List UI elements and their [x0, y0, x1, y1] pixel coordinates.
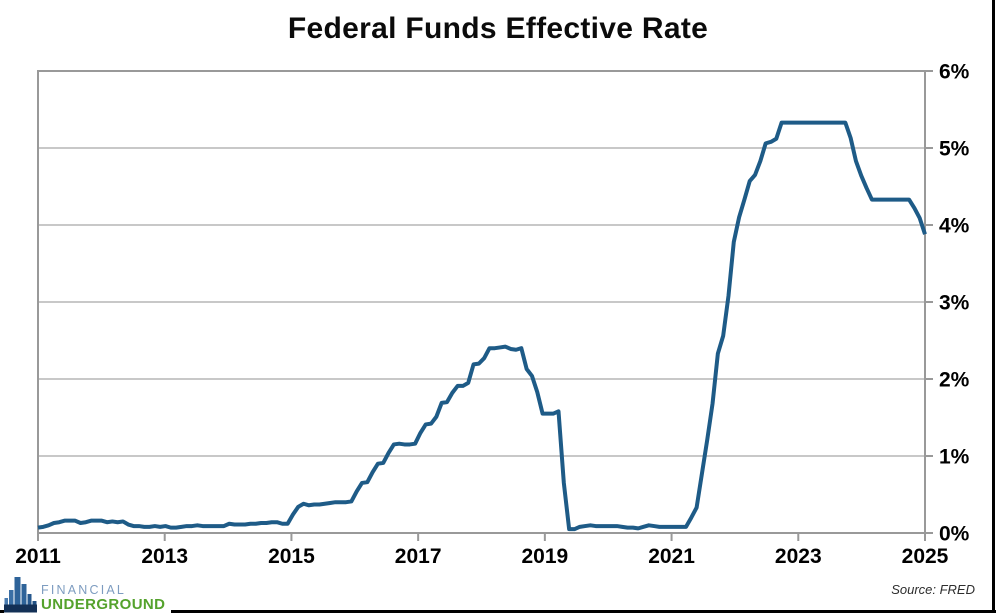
y-axis-label: 3%	[939, 292, 970, 315]
source-note: Source: FRED	[891, 582, 975, 597]
y-axis-label: 1%	[939, 446, 970, 469]
x-axis-label: 2021	[648, 545, 695, 568]
x-axis-label: 2017	[395, 545, 442, 568]
y-axis-label: 4%	[939, 215, 970, 238]
skyline-bars-icon	[4, 577, 37, 613]
y-axis-label: 2%	[939, 369, 970, 392]
logo-financial-text: FINANCIAL	[41, 583, 127, 597]
right-edge-bar	[992, 0, 995, 613]
x-axis-label: 2013	[141, 545, 188, 568]
x-axis-label: 2011	[15, 545, 61, 568]
y-axis-label: 0%	[939, 523, 970, 546]
logo-underground-text: UNDERGROUND	[41, 596, 166, 613]
financial-underground-logo: FINANCIAL UNDERGROUND	[4, 573, 172, 613]
x-axis-label: 2025	[902, 545, 949, 568]
rate-line	[37, 120, 927, 532]
x-axis-label: 2015	[268, 545, 315, 568]
bottom-edge-bar	[0, 610, 996, 613]
y-axis-label: 5%	[939, 138, 970, 161]
x-axis-label: 2023	[775, 545, 822, 568]
logo-text: FINANCIAL UNDERGROUND	[41, 583, 165, 613]
chart-title: Federal Funds Effective Rate	[287, 12, 709, 45]
y-axis-label: 6%	[939, 61, 970, 84]
x-axis-label: 2019	[521, 545, 568, 568]
